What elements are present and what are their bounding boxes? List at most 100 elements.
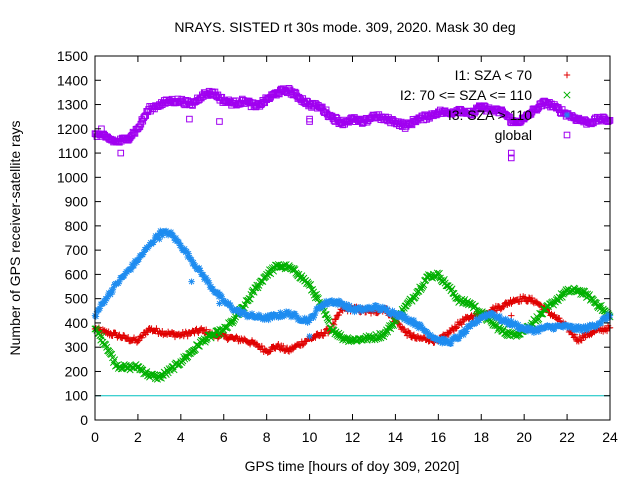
data-point bbox=[605, 314, 613, 321]
outlier-point bbox=[186, 115, 193, 123]
data-point bbox=[146, 241, 153, 248]
data-point bbox=[496, 323, 504, 332]
data-point bbox=[576, 333, 583, 341]
outlier-point bbox=[306, 333, 313, 340]
data-point bbox=[515, 321, 522, 328]
outlier-point bbox=[507, 154, 515, 162]
data-point bbox=[262, 272, 270, 280]
data-point bbox=[397, 310, 404, 317]
data-point bbox=[382, 328, 390, 336]
data-point bbox=[205, 279, 213, 286]
data-point bbox=[418, 284, 426, 292]
data-point bbox=[351, 308, 358, 316]
data-point bbox=[346, 302, 353, 309]
data-point bbox=[269, 314, 276, 322]
data-point bbox=[92, 313, 100, 320]
data-point bbox=[556, 294, 564, 302]
data-point bbox=[400, 316, 408, 323]
data-point bbox=[254, 284, 262, 292]
legend-label: I2: 70 <= SZA <= 110 bbox=[400, 87, 532, 103]
data-point bbox=[575, 323, 582, 330]
data-point bbox=[96, 305, 104, 312]
legend-marker bbox=[563, 71, 571, 79]
data-point bbox=[537, 310, 545, 318]
series-2 bbox=[91, 260, 614, 383]
data-point bbox=[109, 288, 116, 296]
data-point bbox=[175, 238, 183, 246]
data-point bbox=[571, 326, 579, 334]
legend-label: global bbox=[495, 127, 532, 143]
data-point bbox=[457, 319, 464, 326]
data-point bbox=[271, 261, 279, 269]
data-point bbox=[357, 336, 365, 344]
data-point bbox=[305, 280, 313, 288]
data-point bbox=[112, 329, 119, 337]
data-point bbox=[367, 333, 375, 342]
data-point bbox=[420, 281, 428, 289]
data-point bbox=[289, 313, 297, 320]
data-point bbox=[604, 118, 612, 125]
data-point bbox=[444, 337, 452, 344]
legend-label: I1: SZA < 70 bbox=[455, 67, 533, 83]
data-point bbox=[185, 250, 192, 257]
data-point bbox=[384, 305, 391, 313]
data-point bbox=[319, 304, 326, 311]
legend: I1: SZA < 70 I2: 70 <= SZA <= 110 I3: SZA … bbox=[400, 67, 571, 143]
data-point bbox=[480, 311, 488, 319]
data-point bbox=[159, 232, 166, 239]
data-point bbox=[304, 319, 311, 326]
data-point bbox=[308, 285, 317, 294]
data-point bbox=[309, 312, 316, 320]
data-point bbox=[471, 302, 479, 310]
y-tick-label: 400 bbox=[65, 315, 89, 331]
x-tick-label: 18 bbox=[473, 429, 489, 445]
data-point bbox=[374, 306, 382, 313]
data-point bbox=[368, 304, 376, 312]
data-point bbox=[164, 232, 172, 239]
legend-marker bbox=[563, 131, 571, 139]
data-point bbox=[302, 318, 309, 325]
y-tick-label: 900 bbox=[65, 194, 89, 210]
outlier-point bbox=[306, 118, 313, 125]
data-point bbox=[218, 293, 225, 300]
data-point bbox=[573, 327, 581, 334]
data-point bbox=[537, 301, 544, 309]
data-point bbox=[200, 271, 207, 279]
data-point bbox=[529, 326, 537, 334]
data-point bbox=[332, 315, 340, 323]
data-point bbox=[336, 298, 344, 305]
outlier-point bbox=[508, 312, 515, 319]
data-point bbox=[246, 295, 254, 303]
data-point bbox=[110, 356, 119, 364]
data-point bbox=[404, 318, 412, 325]
data-point bbox=[523, 298, 531, 305]
data-point bbox=[163, 230, 171, 237]
data-point bbox=[281, 265, 289, 273]
data-point bbox=[468, 312, 475, 319]
data-point bbox=[417, 322, 424, 329]
data-point bbox=[297, 274, 305, 282]
y-tick-label: 800 bbox=[65, 218, 89, 234]
data-point bbox=[248, 310, 256, 317]
data-point bbox=[291, 88, 299, 96]
data-point bbox=[167, 228, 175, 236]
data-point bbox=[401, 312, 409, 320]
data-point bbox=[165, 229, 173, 237]
data-point bbox=[311, 312, 318, 319]
data-point bbox=[519, 323, 526, 331]
data-point bbox=[442, 336, 450, 344]
data-point bbox=[486, 312, 494, 320]
data-point bbox=[130, 262, 138, 270]
data-point bbox=[110, 284, 117, 291]
series-3 bbox=[91, 227, 614, 347]
data-point bbox=[341, 301, 348, 309]
x-tick-label: 0 bbox=[91, 429, 99, 445]
data-point bbox=[174, 95, 182, 103]
data-point bbox=[504, 320, 511, 328]
data-point bbox=[140, 249, 147, 256]
data-point bbox=[584, 325, 591, 333]
data-point bbox=[325, 317, 333, 325]
data-point bbox=[412, 320, 420, 327]
data-point bbox=[535, 328, 542, 335]
